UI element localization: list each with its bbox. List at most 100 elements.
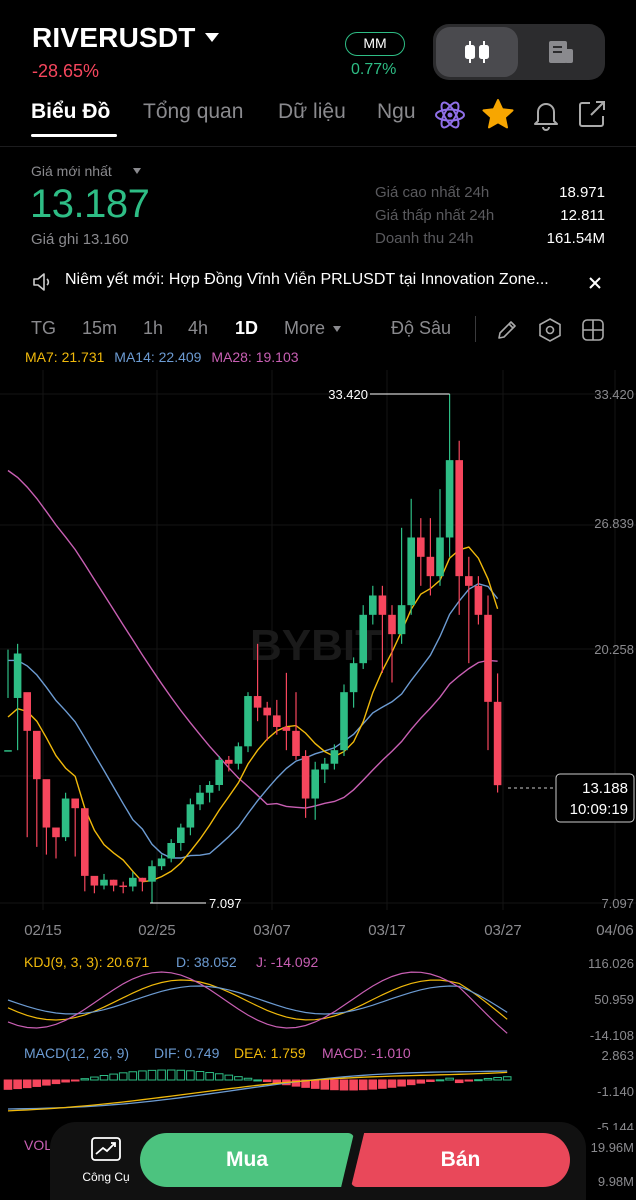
order-book-view-button[interactable] bbox=[520, 27, 602, 77]
latest-price-label[interactable]: Giá mới nhất bbox=[31, 163, 112, 179]
macd-bar bbox=[61, 1079, 70, 1083]
atom-icon[interactable] bbox=[432, 97, 468, 133]
tf-time[interactable]: TG bbox=[31, 318, 56, 338]
candle-body bbox=[359, 614, 367, 664]
macd-bar bbox=[138, 1070, 147, 1081]
tf-1d[interactable]: 1D bbox=[235, 318, 259, 338]
close-icon[interactable] bbox=[588, 276, 602, 290]
macd-bar bbox=[22, 1079, 32, 1089]
candle-body bbox=[378, 595, 387, 615]
price-type-dropdown-icon[interactable] bbox=[133, 168, 141, 174]
candle-body bbox=[474, 585, 483, 615]
macd-bar bbox=[186, 1070, 195, 1081]
tab-overview[interactable]: Tổng quan bbox=[143, 100, 244, 123]
macd-bar bbox=[99, 1075, 109, 1081]
candle-body bbox=[4, 750, 12, 752]
announcement-text[interactable]: Niêm yết mới: Hợp Đồng Vĩnh Viễn PRLUSDT… bbox=[65, 271, 549, 288]
macd-bar bbox=[128, 1071, 138, 1081]
candle-body bbox=[436, 537, 444, 577]
date-axis-label: 02/25 bbox=[138, 922, 176, 939]
macd-bar bbox=[205, 1072, 214, 1081]
indicator-icon[interactable] bbox=[537, 317, 563, 343]
candle-body bbox=[81, 808, 89, 876]
high-24h-value: 18.971 bbox=[559, 184, 605, 201]
speaker-icon bbox=[33, 273, 50, 291]
macd-bar bbox=[3, 1079, 13, 1090]
turnover-24h-value: 161.54M bbox=[546, 230, 605, 247]
macd-bar bbox=[147, 1069, 157, 1081]
candle-body bbox=[465, 576, 473, 586]
tf-1h[interactable]: 1h bbox=[143, 318, 164, 338]
active-tab-indicator bbox=[31, 134, 117, 137]
macd-bar bbox=[368, 1079, 378, 1090]
macd-bar bbox=[483, 1077, 493, 1081]
candle-body bbox=[455, 460, 463, 577]
candle-body bbox=[340, 692, 348, 751]
macd-bar bbox=[176, 1069, 186, 1081]
buy-button[interactable]: Mua bbox=[140, 1133, 354, 1187]
document-icon bbox=[549, 41, 573, 63]
macd-bar bbox=[320, 1079, 330, 1090]
price-axis-label: 26.839 bbox=[594, 516, 634, 531]
macd-bar bbox=[118, 1072, 128, 1081]
macd-bar bbox=[339, 1079, 349, 1091]
bell-icon[interactable] bbox=[530, 97, 562, 131]
macd-bar bbox=[406, 1079, 416, 1086]
tools-button[interactable] bbox=[76, 1132, 136, 1188]
candle-body bbox=[349, 663, 358, 693]
tab-data[interactable]: Dữ liệu bbox=[278, 100, 346, 123]
pencil-icon[interactable] bbox=[495, 318, 519, 342]
candlestick-view-button[interactable] bbox=[436, 27, 518, 77]
symbol-title[interactable]: RIVERUSDT bbox=[32, 22, 196, 53]
candle-body bbox=[109, 879, 118, 886]
candle-body bbox=[417, 537, 425, 557]
price-markers: 33.420 7.097 bbox=[150, 387, 450, 911]
candle-body bbox=[42, 779, 51, 828]
macd-bar bbox=[474, 1079, 483, 1082]
macd-bar bbox=[454, 1079, 464, 1084]
macd-hist-value: MACD: -1.010 bbox=[322, 1045, 411, 1061]
more-dropdown-icon[interactable] bbox=[333, 326, 341, 332]
macd-dea-value: DEA: 1.759 bbox=[234, 1045, 306, 1061]
macd-bar bbox=[445, 1077, 454, 1081]
tools-label: Công Cụ bbox=[82, 1170, 130, 1184]
sell-button[interactable]: Bán bbox=[351, 1133, 570, 1187]
share-icon[interactable] bbox=[577, 99, 607, 129]
candle-body bbox=[263, 707, 271, 716]
favorite-star-icon[interactable] bbox=[481, 97, 515, 131]
price-axis-label: 7.097 bbox=[601, 896, 634, 911]
candle-body bbox=[157, 858, 166, 867]
candle-body bbox=[129, 877, 137, 887]
macd-bar bbox=[195, 1071, 205, 1081]
macd-line bbox=[7, 1071, 508, 1112]
mm-badge[interactable]: MM bbox=[345, 32, 405, 56]
macd-bar bbox=[378, 1079, 387, 1089]
tab-chart[interactable]: Biểu Đồ bbox=[31, 100, 111, 123]
tf-4h[interactable]: 4h bbox=[188, 318, 209, 338]
macd-bar bbox=[262, 1079, 272, 1083]
depth-tab[interactable]: Độ Sâu bbox=[391, 318, 452, 338]
tf-15m[interactable]: 15m bbox=[82, 318, 118, 338]
macd-bar bbox=[157, 1069, 166, 1081]
grid-layout-icon[interactable] bbox=[581, 318, 605, 342]
ma7-value: MA7: 21.731 bbox=[25, 349, 105, 365]
candle-body bbox=[71, 798, 79, 809]
candle-body bbox=[138, 877, 147, 882]
vol-axis-top: 19.96M bbox=[590, 1140, 634, 1155]
macd-bar bbox=[32, 1079, 42, 1087]
macd-bar bbox=[387, 1079, 397, 1088]
macd-bar bbox=[502, 1076, 512, 1081]
tab-more-truncated[interactable]: Ngu bbox=[377, 100, 416, 123]
date-axis-label: 03/07 bbox=[253, 922, 291, 939]
date-axis-label: 04/06 bbox=[596, 922, 634, 939]
candle-body bbox=[311, 769, 319, 799]
symbol-dropdown-icon[interactable] bbox=[205, 33, 219, 42]
macd-panel bbox=[3, 1069, 512, 1112]
date-axis: 02/15 02/25 03/07 03/17 03/27 04/06 bbox=[24, 922, 634, 939]
date-axis-label: 02/15 bbox=[24, 922, 62, 939]
tf-more[interactable]: More bbox=[284, 318, 326, 338]
kdj-axis-mid: 50.959 bbox=[594, 992, 634, 1007]
candle-body bbox=[177, 827, 185, 843]
macd-bar bbox=[358, 1079, 368, 1091]
